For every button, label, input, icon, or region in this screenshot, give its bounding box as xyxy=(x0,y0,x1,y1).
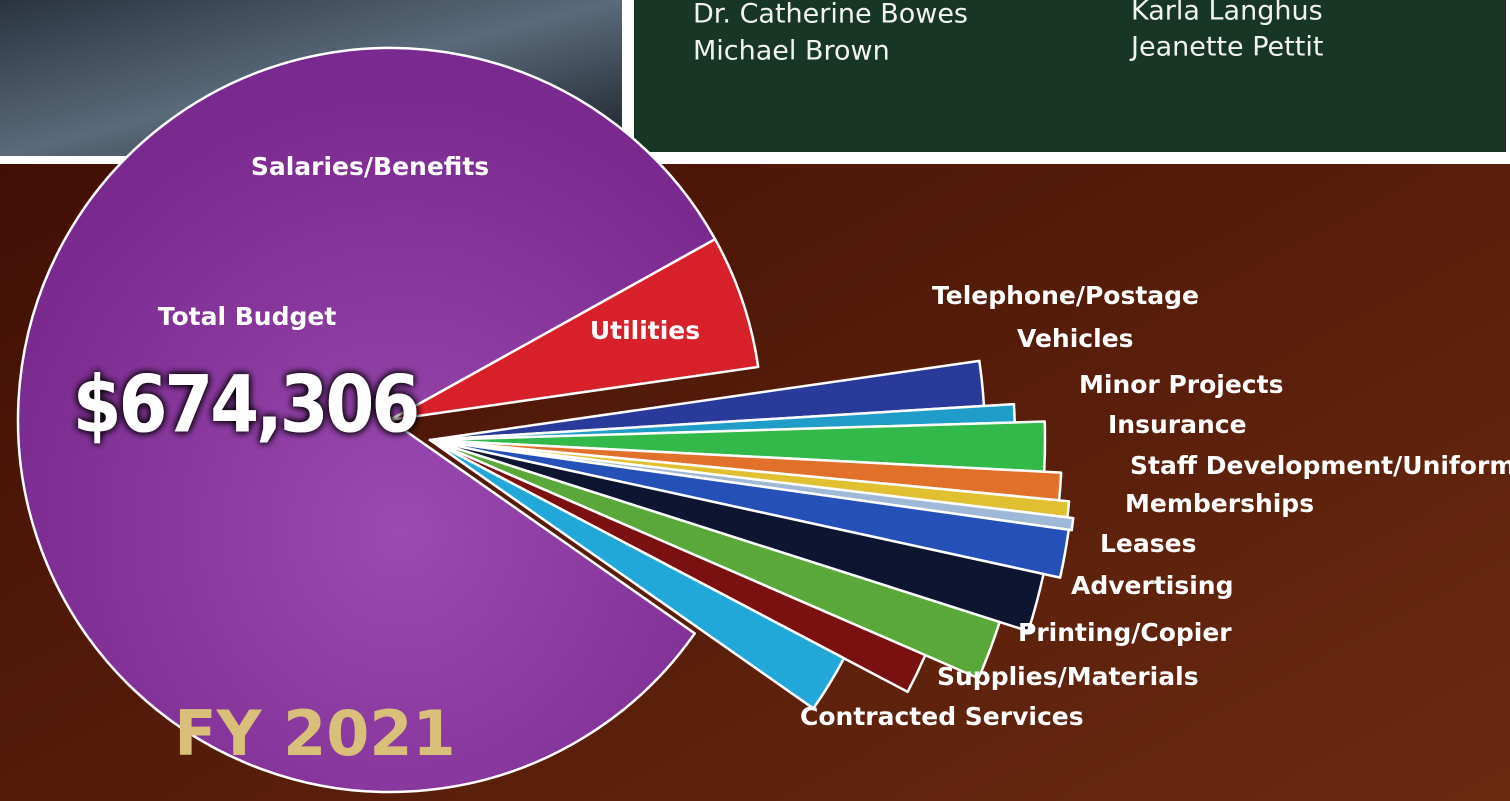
slice-label: Utilities xyxy=(590,316,700,345)
member-name: Karla Langhus xyxy=(1131,0,1323,27)
slice-label: Insurance xyxy=(1108,410,1247,439)
member-name: Jeanette Pettit xyxy=(1129,32,1323,63)
member-name: Dr. Catherine Bowes xyxy=(693,0,968,30)
slice-label: Memberships xyxy=(1125,489,1314,518)
total-label: Total Budget xyxy=(158,302,337,331)
member-name: Michael Brown xyxy=(693,36,890,67)
slice-label: Leases xyxy=(1100,529,1196,558)
pie-slice xyxy=(428,438,846,710)
slice-label: Minor Projects xyxy=(1079,370,1283,399)
pie-slice xyxy=(388,237,760,422)
pie-slice xyxy=(428,438,1001,680)
slice-label: Telephone/Postage xyxy=(932,281,1199,310)
board-panel xyxy=(634,0,1506,152)
slice-label: Advertising xyxy=(1071,571,1234,600)
pie xyxy=(16,46,1075,794)
slice-label: Salaries/Benefits xyxy=(251,152,489,181)
total-value: $674,306 xyxy=(73,360,418,450)
slice-label: Supplies/Materials xyxy=(937,662,1199,691)
pie-slice xyxy=(16,46,717,794)
slice-label: Contracted Services xyxy=(800,702,1084,731)
pie-slice xyxy=(428,438,927,694)
slice-label: Printing/Copier xyxy=(1018,618,1232,647)
fiscal-year: FY 2021 xyxy=(174,697,455,770)
slice-label: Staff Development/Uniforms xyxy=(1130,451,1510,480)
slice-label: Vehicles xyxy=(1017,324,1134,353)
